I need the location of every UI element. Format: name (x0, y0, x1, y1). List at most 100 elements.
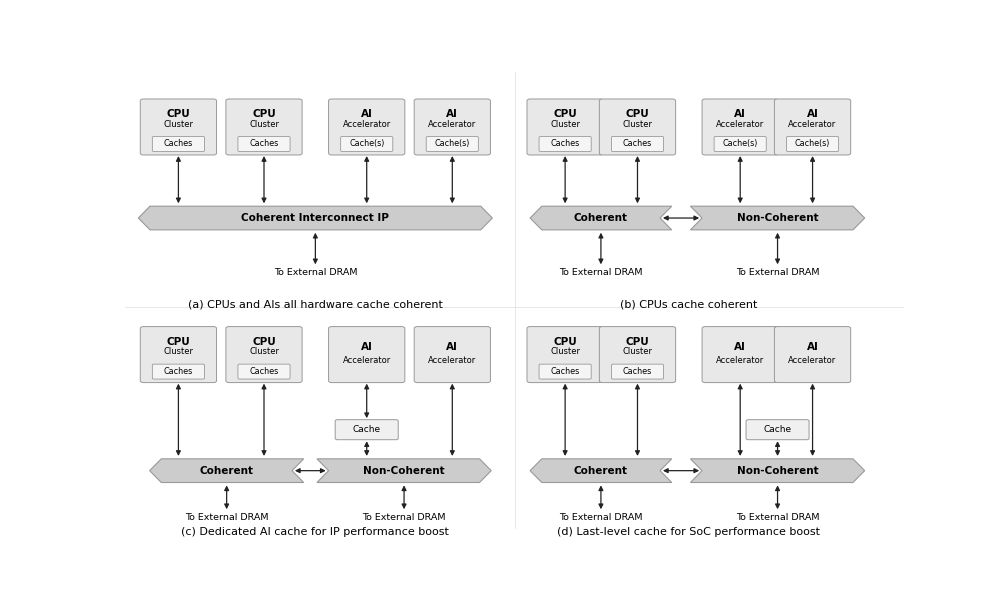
Text: Accelerator: Accelerator (427, 356, 476, 365)
FancyBboxPatch shape (152, 364, 205, 379)
FancyBboxPatch shape (414, 327, 489, 382)
FancyBboxPatch shape (328, 327, 404, 382)
Text: AI: AI (360, 109, 372, 119)
FancyBboxPatch shape (328, 99, 404, 155)
FancyBboxPatch shape (713, 136, 765, 151)
Text: To External DRAM: To External DRAM (362, 513, 445, 522)
Text: Caches: Caches (249, 367, 279, 376)
Text: AI: AI (446, 342, 457, 352)
Polygon shape (149, 459, 303, 482)
Text: To External DRAM: To External DRAM (735, 513, 818, 522)
FancyBboxPatch shape (745, 420, 808, 440)
FancyBboxPatch shape (599, 99, 675, 155)
FancyBboxPatch shape (599, 327, 675, 382)
Text: Accelerator: Accelerator (342, 120, 390, 129)
Text: Caches: Caches (163, 139, 193, 148)
Text: Cache: Cache (762, 425, 790, 434)
Text: (c) Dedicated AI cache for IP performance boost: (c) Dedicated AI cache for IP performanc… (182, 527, 449, 537)
FancyBboxPatch shape (773, 99, 850, 155)
FancyBboxPatch shape (539, 364, 591, 379)
FancyBboxPatch shape (611, 136, 663, 151)
FancyBboxPatch shape (701, 327, 777, 382)
FancyBboxPatch shape (773, 327, 850, 382)
Text: Accelerator: Accelerator (342, 356, 390, 365)
FancyBboxPatch shape (238, 364, 290, 379)
Text: Accelerator: Accelerator (427, 120, 476, 129)
Text: Caches: Caches (249, 139, 279, 148)
Text: To External DRAM: To External DRAM (185, 513, 268, 522)
Polygon shape (690, 206, 864, 230)
Text: CPU: CPU (166, 109, 191, 119)
Text: CPU: CPU (625, 336, 649, 347)
FancyBboxPatch shape (140, 99, 217, 155)
Text: Cache(s): Cache(s) (434, 139, 469, 148)
Text: (a) CPUs and AIs all hardware cache coherent: (a) CPUs and AIs all hardware cache cohe… (188, 300, 442, 309)
FancyBboxPatch shape (426, 136, 477, 151)
Text: Cluster: Cluster (550, 347, 580, 356)
Text: To External DRAM: To External DRAM (735, 268, 818, 277)
Text: CPU: CPU (625, 109, 649, 119)
Polygon shape (530, 459, 671, 482)
Text: Cluster: Cluster (249, 120, 279, 129)
Text: Cluster: Cluster (163, 347, 194, 356)
Text: Accelerator: Accelerator (787, 356, 835, 365)
Text: AI: AI (733, 109, 745, 119)
Text: AI: AI (805, 109, 817, 119)
Text: (d) Last-level cache for SoC performance boost: (d) Last-level cache for SoC performance… (557, 527, 819, 537)
Text: Cluster: Cluster (622, 347, 652, 356)
FancyBboxPatch shape (611, 364, 663, 379)
Text: Caches: Caches (550, 367, 579, 376)
Text: CPU: CPU (252, 109, 276, 119)
Polygon shape (317, 459, 490, 482)
Text: Coherent Interconnect IP: Coherent Interconnect IP (241, 213, 389, 223)
Text: Cache(s): Cache(s) (794, 139, 829, 148)
Text: AI: AI (733, 342, 745, 352)
Text: AI: AI (446, 109, 457, 119)
FancyBboxPatch shape (414, 99, 489, 155)
Text: Accelerator: Accelerator (787, 120, 835, 129)
Text: Cluster: Cluster (622, 120, 652, 129)
Text: AI: AI (360, 342, 372, 352)
FancyBboxPatch shape (527, 327, 603, 382)
FancyBboxPatch shape (527, 99, 603, 155)
FancyBboxPatch shape (152, 136, 205, 151)
Text: To External DRAM: To External DRAM (274, 268, 357, 277)
FancyBboxPatch shape (539, 136, 591, 151)
Text: Cluster: Cluster (163, 120, 194, 129)
Text: Non-Coherent: Non-Coherent (363, 466, 444, 476)
Text: Cache(s): Cache(s) (349, 139, 384, 148)
Text: CPU: CPU (553, 336, 577, 347)
Text: Cluster: Cluster (550, 120, 580, 129)
FancyBboxPatch shape (226, 99, 302, 155)
Text: To External DRAM: To External DRAM (559, 513, 642, 522)
Text: Coherent: Coherent (574, 466, 627, 476)
Text: Cache: Cache (352, 425, 380, 434)
Text: Caches: Caches (622, 139, 652, 148)
Text: Coherent: Coherent (200, 466, 254, 476)
Text: Accelerator: Accelerator (715, 120, 763, 129)
Text: Caches: Caches (622, 367, 652, 376)
Text: CPU: CPU (166, 336, 191, 347)
FancyBboxPatch shape (226, 327, 302, 382)
FancyBboxPatch shape (785, 136, 838, 151)
Text: Cluster: Cluster (249, 347, 279, 356)
Text: AI: AI (805, 342, 817, 352)
Text: Caches: Caches (163, 367, 193, 376)
Text: Coherent: Coherent (574, 213, 627, 223)
Text: Non-Coherent: Non-Coherent (736, 466, 817, 476)
Text: CPU: CPU (252, 336, 276, 347)
Polygon shape (138, 206, 491, 230)
Text: Accelerator: Accelerator (715, 356, 763, 365)
Polygon shape (530, 206, 671, 230)
FancyBboxPatch shape (340, 136, 392, 151)
Text: Caches: Caches (550, 139, 579, 148)
FancyBboxPatch shape (701, 99, 777, 155)
Text: (b) CPUs cache coherent: (b) CPUs cache coherent (620, 300, 757, 309)
Text: To External DRAM: To External DRAM (559, 268, 642, 277)
Polygon shape (690, 459, 864, 482)
FancyBboxPatch shape (238, 136, 290, 151)
FancyBboxPatch shape (140, 327, 217, 382)
Text: CPU: CPU (553, 109, 577, 119)
FancyBboxPatch shape (335, 420, 398, 440)
Text: Non-Coherent: Non-Coherent (736, 213, 817, 223)
